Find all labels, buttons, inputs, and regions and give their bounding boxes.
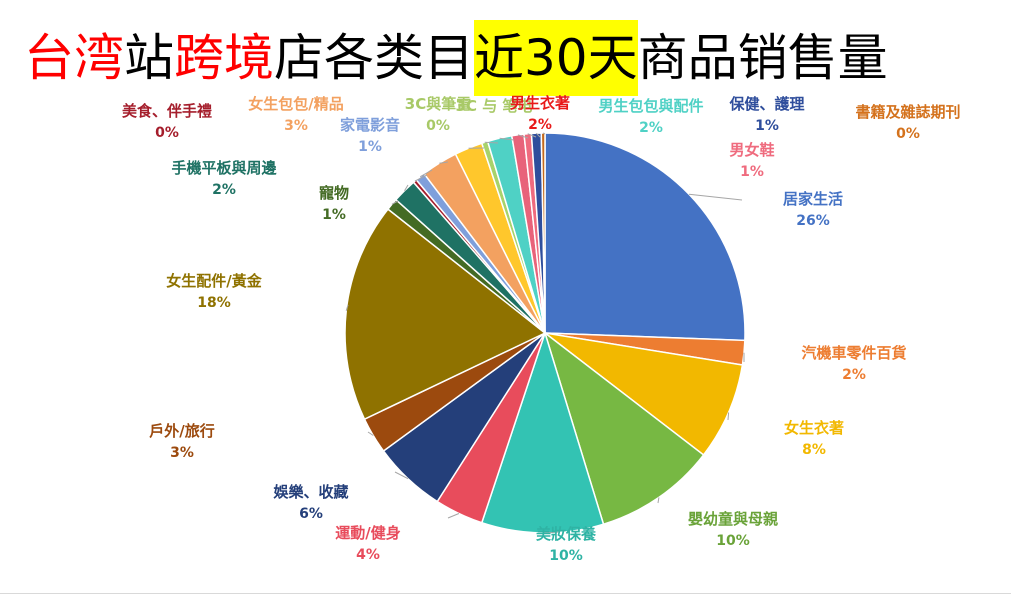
slice-percentage: 8% — [802, 442, 826, 458]
slice-percentage: 0% — [155, 125, 179, 141]
leader-line — [517, 134, 529, 139]
slice-label: 美妝保養 — [536, 525, 597, 543]
slice-label: 女生配件/黃金 — [166, 272, 262, 290]
slice-label: 家電影音 — [340, 116, 400, 134]
slice-percentage: 1% — [740, 164, 764, 180]
slice-percentage: 26% — [796, 213, 830, 229]
leader-line — [542, 132, 546, 135]
slice-percentage: 1% — [322, 207, 346, 223]
slice-label: 嬰幼童與母親 — [688, 510, 778, 528]
chart-title: 台湾站跨境店各类目近30天商品销售量 — [24, 20, 888, 96]
leader-line — [657, 497, 660, 504]
leader-line — [447, 513, 460, 519]
slice-percentage: 2% — [212, 182, 236, 198]
leader-line — [535, 132, 541, 138]
slice-percentage: 0% — [426, 118, 450, 134]
title-part: 台湾 — [24, 29, 124, 87]
slice-label: 娛樂、收藏 — [272, 483, 348, 501]
slice-label: 男生衣著 — [510, 94, 570, 112]
leader-line — [391, 200, 399, 205]
slice-label: 汽機車零件百貨 — [801, 344, 906, 362]
slice-percentage: 2% — [842, 367, 866, 383]
bottom-divider — [0, 593, 1011, 594]
leader-lines — [345, 132, 745, 534]
slice-percentage: 1% — [755, 118, 779, 134]
pie-slice — [543, 330, 705, 526]
leader-line — [404, 184, 409, 191]
leader-line — [727, 412, 730, 421]
slice-label: 運動/健身 — [335, 524, 400, 542]
title-part: 商品销售量 — [637, 29, 888, 87]
slice-percentage: 10% — [716, 533, 750, 549]
slice-label: 女生衣著 — [784, 419, 844, 437]
title-part: 跨境 — [174, 29, 274, 87]
leader-line — [542, 531, 561, 534]
slice-percentage: 3% — [170, 445, 194, 461]
slice-label: 3C與筆電 — [405, 95, 471, 113]
leader-line — [345, 304, 349, 311]
pie-slice — [544, 332, 744, 456]
slice-labels: 居家生活 26% 汽機車零件百貨 2% 女生衣著 8% 嬰幼童與母親 10% 美妝保養 10% 運動… — [122, 94, 961, 564]
leader-line — [367, 431, 374, 436]
slice-percentage: 0% — [896, 126, 920, 142]
leader-line — [688, 193, 743, 201]
slice-label: 女生包包/精品 — [248, 95, 343, 113]
slice-percentage: 3% — [284, 118, 308, 134]
title-part: 站 — [124, 29, 174, 87]
leader-line — [499, 137, 515, 141]
title-part: 店各类目 — [274, 29, 474, 87]
slice-label: 美食、伴手禮 — [122, 102, 212, 120]
slice-label: 3C 与 笔电 — [456, 97, 533, 115]
slice-label: 居家生活 — [783, 190, 843, 208]
slice-label: 戶外/旅行 — [149, 422, 214, 440]
title-part: 近30天 — [474, 20, 638, 96]
pie-slice — [544, 132, 746, 342]
slice-label: 手機平板與周邊 — [171, 159, 276, 177]
slice-label: 書籍及雜誌期刊 — [855, 103, 960, 121]
slice-label: 寵物 — [319, 184, 349, 202]
slice-percentage: 10% — [549, 548, 583, 564]
slice-percentage: 2% — [528, 117, 552, 133]
pie-slices — [344, 132, 746, 534]
slice-label: 男女鞋 — [729, 141, 774, 159]
slice-label: 男生包包與配件 — [598, 97, 703, 115]
leader-line — [527, 133, 537, 138]
leader-line — [394, 471, 409, 480]
slice-label: 保健、護理 — [728, 95, 804, 113]
slice-percentage: 18% — [197, 295, 231, 311]
leader-line — [439, 161, 449, 164]
slice-percentage: 6% — [299, 506, 323, 522]
leader-line — [414, 174, 428, 182]
slice-percentage: 4% — [356, 547, 380, 563]
leader-line — [484, 141, 499, 144]
slice-percentage: 1% — [358, 139, 382, 155]
leader-line — [419, 169, 433, 178]
slice-percentage: 2% — [639, 120, 663, 136]
